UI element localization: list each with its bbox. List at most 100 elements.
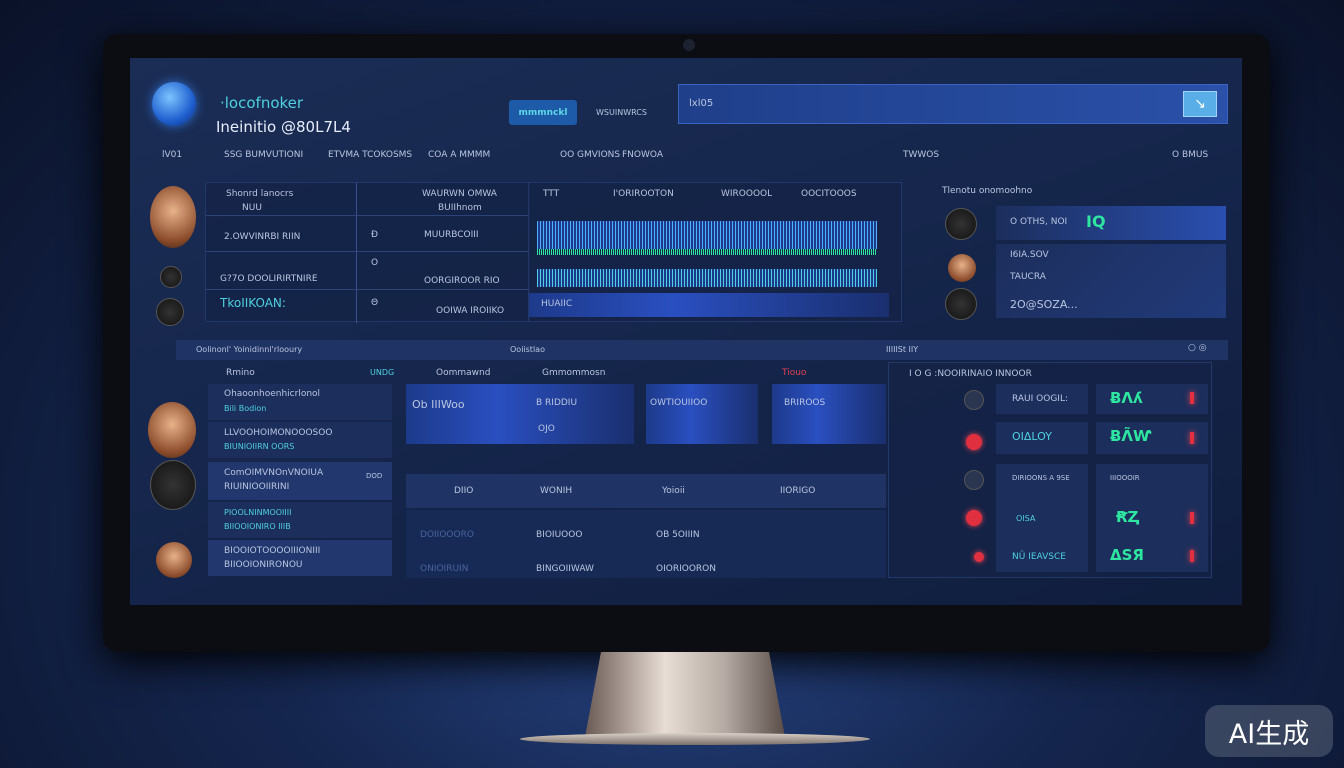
col-3[interactable]: COA A MMMM	[428, 150, 491, 160]
table-row[interactable]: TkoIIKOAN: Θ OOIWA IROIIKO	[206, 289, 531, 323]
col-1[interactable]: SSG BUMVUTIONI	[224, 150, 304, 160]
list-item[interactable]: ComOIMVNOnVNOIUA RIUINIOOIIRINI DOD	[208, 462, 392, 500]
table-cell: WAURWN OMWA	[422, 189, 497, 199]
monitor-stand	[585, 652, 785, 737]
table-row[interactable]: G?7O DOOLIRIRTNIRE O OORGIROOR RIO	[206, 251, 531, 289]
td[interactable]: OB 5OIIIN	[656, 530, 700, 540]
settings-icon[interactable]: ○ ◎	[1188, 343, 1207, 353]
info-text: O OTHS, NOI	[1010, 217, 1068, 227]
alert-indicator	[1190, 512, 1194, 524]
item-title: ComOIMVNOnVNOIUA	[224, 468, 324, 478]
info-text: 2O@SOZA...	[1010, 298, 1078, 311]
status-value-card[interactable]: ɃɅ̃Ⱳ	[1096, 422, 1208, 454]
list-item[interactable]: PIOOLNINMOOIIII BIIOOIONIRO IIIB	[208, 502, 392, 538]
row-label: TkoIIKOAN:	[220, 296, 286, 310]
col-4[interactable]: OO GMVIONS	[560, 150, 621, 160]
status-card[interactable]: RAUI OOGIL:	[996, 384, 1088, 414]
avatar[interactable]	[156, 542, 192, 578]
search-input[interactable]: lxl05 ↘	[678, 84, 1228, 124]
status-label: NÜ IEAVSCE	[1012, 552, 1066, 562]
item-sub: Bili Bodion	[224, 404, 267, 413]
col-6[interactable]: TWWOS	[903, 150, 940, 160]
timeline-bar[interactable]: HUAIIC	[529, 293, 889, 317]
brain-icon[interactable]	[964, 390, 984, 410]
search-icon[interactable]: ↘	[1183, 91, 1217, 117]
info-card[interactable]: O OTHS, NOI IQ	[996, 206, 1226, 240]
media-card[interactable]: BRIROOS	[772, 384, 886, 444]
status-card[interactable]: DIRIOONS A 9SE OISA NÜ IEAVSCE	[996, 464, 1088, 572]
avatar[interactable]	[945, 288, 977, 320]
td[interactable]: BINGOIIWAW	[536, 564, 594, 574]
cards-header: Gmmommosn	[542, 368, 606, 378]
brain-icon[interactable]	[964, 470, 984, 490]
info-card[interactable]: I6IA.SOV TAUCRA 2O@SOZA...	[996, 244, 1226, 318]
table-cell: NUU	[242, 203, 262, 213]
info-text: TAUCRA	[1010, 272, 1046, 282]
waveform-track[interactable]	[537, 221, 877, 249]
brand-name: ·locofnoker	[220, 94, 304, 112]
wave-header: WIROOOOL	[721, 189, 773, 199]
col-2[interactable]: ETVMA TCOKOSMS	[328, 150, 413, 160]
waveform-track[interactable]	[537, 269, 877, 287]
item-title: PIOOLNINMOOIIII	[224, 508, 292, 517]
status-card[interactable]: OIΔLOY	[996, 422, 1088, 454]
card-title: B RIDDIU	[536, 398, 578, 408]
alert-icon[interactable]	[974, 552, 984, 562]
alert-icon[interactable]	[966, 510, 982, 526]
media-card[interactable]: Ob IIIWoo B RIDDIU OJO	[406, 384, 634, 444]
waveform-panel: TTT I'ORIROOTON WIROOOOL OOCITOOOS HUAII…	[528, 182, 902, 322]
td[interactable]: DOIIOOORO	[420, 530, 474, 540]
webcam	[683, 39, 695, 51]
alert-icon[interactable]	[966, 434, 982, 450]
list-item[interactable]: BIOOIOTOOOOIIIONIII BIIOOIONIRONOU	[208, 540, 392, 576]
section-header: Oolinonl' Yoinidinnl'rlooury Ooiistlao I…	[176, 340, 1228, 360]
avatar[interactable]	[150, 186, 196, 248]
media-card[interactable]: OWTIOUIIOO	[646, 384, 758, 444]
td[interactable]: ONIOIRUIN	[420, 564, 469, 574]
avatar[interactable]	[945, 208, 977, 240]
waveform-green	[537, 249, 877, 255]
td[interactable]: OIORIOORON	[656, 564, 716, 574]
app-logo-icon[interactable]	[152, 82, 196, 126]
th: WONIH	[540, 486, 573, 496]
list-item[interactable]: LLVOOHOIMONOOOSOO BIUNIOIIRN OORS	[208, 422, 392, 458]
cards-header: Oommawnd	[436, 368, 491, 378]
item-title: LLVOOHOIMONOOOSOO	[224, 428, 333, 438]
primary-button[interactable]: mmmnckl	[509, 100, 577, 125]
column-header-row: lV01 SSG BUMVUTIONI ETVMA TCOKOSMS COA A…	[130, 150, 1242, 164]
row-value: MUURBCOIII	[424, 230, 479, 240]
col-7[interactable]: O BMUS	[1172, 150, 1209, 160]
status-label: DIRIOONS A 9SE	[1012, 474, 1070, 482]
col-0[interactable]: lV01	[162, 150, 183, 160]
info-value: IQ	[1086, 212, 1106, 231]
row-icon: O	[371, 258, 379, 268]
item-sub: BIUNIOIIRN OORS	[224, 442, 295, 451]
avatar[interactable]	[150, 460, 196, 510]
watermark: AI生成	[1205, 705, 1333, 757]
status-dot[interactable]	[160, 266, 182, 288]
dashboard-screen: ·locofnoker Ineinitio @80L7L4 mmmnckl WS…	[130, 58, 1242, 605]
table-row[interactable]: 2.OWVINRBI RIIN Ð MUURBCOIII	[206, 215, 531, 251]
col-5[interactable]: FNOWOA	[622, 150, 663, 160]
avatar[interactable]	[148, 402, 196, 458]
item-sub: RIUINIOOIIRINI	[224, 482, 290, 492]
cards-header: Tiouo	[782, 368, 807, 378]
td[interactable]: BIOIUOOO	[536, 530, 583, 540]
user-list: Ohaoonhoenhicrlonol Bili Bodion LLVOOHOIM…	[208, 384, 392, 576]
status-dot[interactable]	[156, 298, 184, 326]
status-value-card[interactable]: ɃɅʎ	[1096, 384, 1208, 414]
item-sub: BIIOOIONIRO IIIB	[224, 522, 291, 531]
secondary-button[interactable]: WSUINWRCS	[596, 108, 647, 117]
card-title: OWTIOUIIOO	[650, 398, 708, 408]
alert-indicator	[1190, 432, 1194, 444]
right-panel-title: Tlenotu onomoohno	[942, 186, 1033, 196]
info-text: I6IA.SOV	[1010, 250, 1049, 260]
card-sub: OJO	[538, 424, 555, 434]
item-title: BIOOIOTOOOOIIIONIII	[224, 546, 321, 556]
item-sub: BIIOOIONIRONOU	[224, 560, 303, 570]
th: DIIO	[454, 486, 474, 496]
status-value-card[interactable]: IIIOOOIR ꞦⱫ ΔSЯ	[1096, 464, 1208, 572]
avatar[interactable]	[948, 254, 976, 282]
list-item[interactable]: Ohaoonhoenhicrlonol Bili Bodion	[208, 384, 392, 420]
status-value: ΔSЯ	[1110, 546, 1144, 564]
